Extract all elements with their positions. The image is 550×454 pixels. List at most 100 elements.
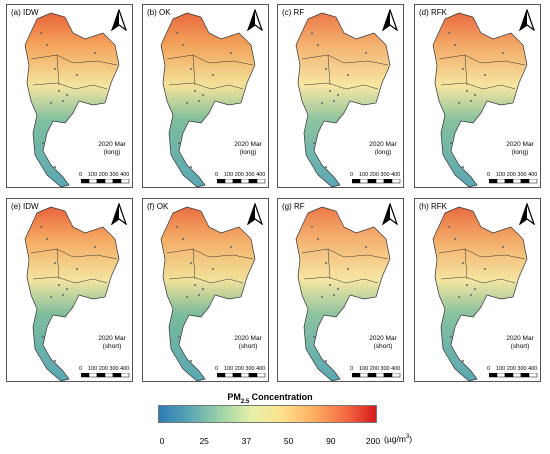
panel-label: (b) OK <box>147 8 171 17</box>
station-point <box>190 262 192 264</box>
station-point <box>321 102 323 104</box>
station-point <box>454 238 456 240</box>
period-caption: 2020 Mar (long) <box>506 141 534 156</box>
region-boundary <box>30 248 118 260</box>
region-boundary <box>303 276 379 284</box>
station-point <box>462 166 464 168</box>
station-point <box>190 68 192 70</box>
station-point <box>325 68 327 70</box>
station-point <box>198 100 200 102</box>
station-point <box>58 284 60 286</box>
station-point <box>76 74 78 76</box>
north-arrow-icon <box>382 9 398 31</box>
svg-text:100 200 300 400 km: 100 200 300 400 km <box>88 172 130 178</box>
country-outline <box>432 12 528 187</box>
scale-bar: 0 100 200 300 400 km <box>215 366 266 372</box>
region-boundary <box>166 248 254 260</box>
station-point <box>325 166 327 168</box>
station-point <box>94 246 96 248</box>
map-image <box>295 12 391 187</box>
station-point <box>58 90 60 92</box>
map-panel: (g) RF 2020 Mar(short) 0 100 200 300 400 km <box>277 198 404 382</box>
station-point <box>42 336 44 338</box>
station-point <box>194 284 196 286</box>
scale-bar: 0 100 200 300 400 km <box>215 172 266 178</box>
region-boundary <box>192 248 196 280</box>
map-panel: (h) RFK 2020 Mar(short) 0 100 200 300 400 k… <box>414 198 541 382</box>
station-point <box>54 262 56 264</box>
station-point <box>54 68 56 70</box>
country-outline <box>24 206 120 381</box>
region-boundary <box>32 82 108 90</box>
station-point <box>321 296 323 298</box>
north-arrow-icon <box>111 203 127 225</box>
station-point <box>54 360 56 362</box>
region-boundary <box>440 276 516 284</box>
map-image <box>432 12 528 187</box>
scale-blocks <box>352 373 401 378</box>
station-point <box>186 102 188 104</box>
svg-text:100 200 300 400 km: 100 200 300 400 km <box>496 366 538 372</box>
station-point <box>347 74 349 76</box>
svg-text:0: 0 <box>350 172 353 178</box>
scale-blocks <box>217 179 266 184</box>
country-outline <box>24 12 120 187</box>
map-image <box>295 206 391 381</box>
svg-text:100 200 300 400 km: 100 200 300 400 km <box>224 366 266 372</box>
station-point <box>458 102 460 104</box>
scale-blocks <box>81 373 130 378</box>
panel-label: (h) RFK <box>419 202 447 211</box>
region-boundary <box>303 82 379 90</box>
north-arrow-icon <box>111 9 127 31</box>
svg-text:0: 0 <box>79 172 82 178</box>
svg-text:0: 0 <box>350 366 353 372</box>
colorbar <box>158 405 377 423</box>
scale-bar: 0 100 200 300 400 km <box>487 366 538 372</box>
station-point <box>46 238 48 240</box>
station-point <box>62 294 64 296</box>
region-boundary <box>438 248 526 260</box>
region-boundary <box>168 276 244 284</box>
colorbar-legend: PM2.5 Concentration 0 25 37 50 90 200 (µg/m3) <box>158 392 412 452</box>
period-caption: 2020 Mar (long) <box>98 141 126 156</box>
panel-label: (f) OK <box>147 202 169 211</box>
panel-label: (a) IDW <box>11 8 39 17</box>
station-point <box>347 268 349 270</box>
station-point <box>329 284 331 286</box>
station-point <box>484 268 486 270</box>
scale-blocks <box>81 179 130 184</box>
station-point <box>50 296 52 298</box>
region-boundary <box>30 54 118 66</box>
svg-text:0: 0 <box>487 366 490 372</box>
panel-label: (g) RF <box>282 202 305 211</box>
station-point <box>40 226 42 228</box>
region-boundary <box>32 276 108 284</box>
north-arrow-icon <box>247 9 263 31</box>
map-panel: (e) IDW 2020 Mar(short) 0 100 200 300 400 k… <box>6 198 133 382</box>
legend-tick-label: 90 <box>326 436 336 446</box>
map-panel: (b) OK 2020 Mar(long) 0 100 200 300 400 km <box>142 4 269 188</box>
station-point <box>474 288 476 290</box>
station-point <box>365 52 367 54</box>
station-point <box>333 294 335 296</box>
svg-text:0: 0 <box>215 172 218 178</box>
map-image <box>432 206 528 381</box>
svg-text:100 200 300 400 km: 100 200 300 400 km <box>359 172 401 178</box>
station-point <box>502 52 504 54</box>
legend-tick-label: 0 <box>159 436 165 446</box>
station-point <box>76 268 78 270</box>
station-point <box>230 246 232 248</box>
station-point <box>54 166 56 168</box>
station-point <box>337 94 339 96</box>
station-point <box>450 336 452 338</box>
station-point <box>202 288 204 290</box>
north-arrow-icon <box>382 203 398 225</box>
station-point <box>325 262 327 264</box>
region-boundary <box>56 54 60 86</box>
svg-text:100 200 300 400 km: 100 200 300 400 km <box>224 172 266 178</box>
station-point <box>470 294 472 296</box>
station-point <box>190 166 192 168</box>
station-point <box>450 142 452 144</box>
station-point <box>46 44 48 46</box>
region-boundary <box>56 248 60 280</box>
